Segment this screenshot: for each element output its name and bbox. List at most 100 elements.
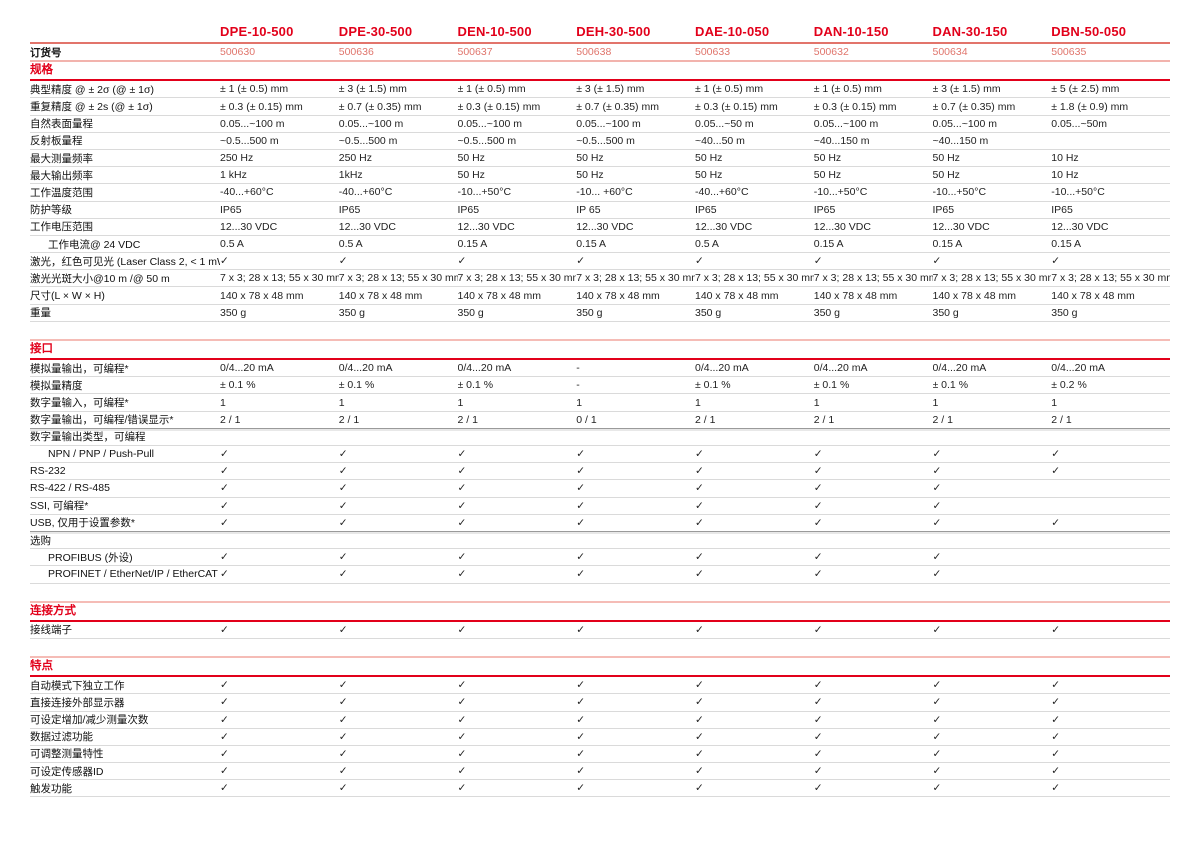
cell-value: 350 g: [576, 306, 603, 319]
cell-value: 12...30 VDC: [813, 220, 871, 233]
row-label: 直接连接外部显示器: [30, 696, 125, 709]
cell-value: 50 Hz: [695, 169, 723, 182]
check-mark: ✓: [338, 551, 348, 564]
check-mark: ✓: [457, 448, 467, 461]
cell-value: 7 x 3; 28 x 13; 55 x 30 mm: [576, 272, 695, 285]
table-row: 防护等级 IP65 IP65 IP65 IP 65 IP65 IP65 IP65 IP65: [30, 202, 1170, 219]
cell-value: 12...30 VDC: [1051, 220, 1109, 233]
row-label: 选购: [30, 534, 51, 547]
cell-value: -40...+60°C: [220, 186, 274, 199]
check-mark: ✓: [338, 782, 348, 795]
check-mark: ✓: [457, 623, 467, 636]
check-mark: ✓: [338, 696, 348, 709]
cell-value: 12...30 VDC: [338, 220, 396, 233]
check-mark: ✓: [813, 482, 823, 495]
cell-value: 0/4...20 mA: [932, 362, 987, 375]
table-row: 最大输出频率 1 kHz 1kHz 50 Hz 50 Hz 50 Hz 50 Hz 50 Hz…: [30, 167, 1170, 185]
check-mark: ✓: [338, 499, 348, 512]
cell-value: 1kHz: [338, 169, 363, 182]
check-mark: ✓: [813, 730, 823, 743]
check-mark: ✓: [813, 623, 823, 636]
cell-value: 0.15 A: [576, 238, 607, 250]
cell-value: ± 0.1 %: [932, 379, 969, 392]
cell-value: 1: [1051, 396, 1058, 409]
cell-value: 0.15 A: [457, 238, 488, 250]
check-mark: ✓: [220, 782, 229, 795]
check-mark: ✓: [457, 782, 467, 795]
check-mark: ✓: [338, 255, 348, 268]
table-row: 接线端子 ✓ ✓ ✓ ✓ ✓ ✓ ✓ ✓: [30, 622, 1170, 639]
cell-value: -10...+50°C: [457, 186, 512, 199]
check-mark: ✓: [576, 551, 586, 564]
cell-value: 2 / 1: [932, 413, 953, 426]
cell-value: -: [576, 362, 580, 375]
table-row: 模拟量输出，可编程* 0/4...20 mA 0/4...20 mA 0/4...20…: [30, 360, 1170, 378]
check-mark: ✓: [220, 551, 229, 564]
cell-value: 12...30 VDC: [220, 220, 278, 233]
cell-value: 50 Hz: [457, 152, 485, 165]
check-mark: ✓: [813, 568, 823, 581]
product-column-header: DPE-30-500: [338, 24, 413, 39]
cell-value: -: [576, 379, 580, 392]
cell-value: IP65: [813, 203, 836, 216]
cell-value: ± 0.7 (± 0.35) mm: [576, 100, 659, 113]
cell-value: 0.15 A: [813, 238, 844, 250]
table-row: RS-422 / RS-485 ✓ ✓ ✓ ✓ ✓ ✓ ✓: [30, 480, 1170, 498]
cell-value: 0.5 A: [338, 238, 363, 250]
cell-value: 2 / 1: [813, 413, 835, 426]
product-column-header: DBN-50-050: [1051, 24, 1127, 39]
section-title: 规格: [30, 62, 1170, 82]
section-title: 连接方式: [30, 603, 1170, 622]
check-mark: ✓: [813, 747, 823, 760]
check-mark: ✓: [457, 568, 467, 581]
check-mark: ✓: [695, 499, 704, 512]
cell-value: -10...+50°C: [813, 186, 868, 199]
cell-value: 1: [576, 396, 583, 409]
row-label: 可设定增加/减少测量次数: [30, 714, 149, 727]
order-number: 500633: [695, 46, 731, 58]
check-mark: ✓: [576, 730, 586, 743]
cell-value: 0.05...~100 m: [338, 117, 404, 130]
cell-value: 350 g: [813, 306, 841, 319]
cell-value: 12...30 VDC: [695, 220, 753, 233]
check-mark: ✓: [695, 551, 704, 564]
check-mark: ✓: [220, 255, 229, 268]
check-mark: ✓: [1051, 696, 1061, 709]
cell-value: 7 x 3; 28 x 13; 55 x 30 mm: [813, 272, 933, 285]
cell-value: IP65: [220, 203, 242, 216]
cell-value: 0/4...20 mA: [695, 362, 749, 375]
cell-value: 50 Hz: [813, 169, 842, 182]
check-mark: ✓: [932, 499, 942, 512]
check-mark: ✓: [932, 679, 942, 692]
order-row-label: 订货号: [30, 46, 62, 59]
row-label: 触发功能: [30, 782, 72, 795]
table-row: SSI, 可编程* ✓ ✓ ✓ ✓ ✓ ✓ ✓: [30, 498, 1170, 515]
cell-value: 1: [695, 396, 701, 409]
cell-value: 1: [813, 396, 820, 409]
row-label: 可设定传感器ID: [30, 765, 104, 778]
cell-value: IP65: [1051, 203, 1073, 216]
order-number: 500636: [338, 46, 374, 58]
cell-value: 7 x 3; 28 x 13; 55 x 30 mm: [695, 272, 814, 285]
row-label: 重复精度 @ ± 2s (@ ± 1σ): [30, 101, 153, 113]
cell-value: IP 65: [576, 203, 601, 216]
cell-value: ± 0.2 %: [1051, 379, 1087, 392]
check-mark: ✓: [695, 747, 704, 760]
table-row: USB, 仅用于设置参数* ✓ ✓ ✓ ✓ ✓ ✓ ✓ ✓: [30, 515, 1170, 532]
check-mark: ✓: [576, 782, 586, 795]
check-mark: ✓: [338, 679, 348, 692]
cell-value: 1 kHz: [220, 169, 247, 182]
cell-value: 140 x 78 x 48 mm: [576, 289, 660, 302]
cell-value: ± 0.7 (± 0.35) mm: [932, 100, 1016, 113]
check-mark: ✓: [220, 499, 229, 512]
row-label: 激光，红色可见光 (Laser Class 2, < 1 mW): [30, 255, 220, 268]
check-mark: ✓: [576, 713, 586, 726]
table-row: 重量 350 g 350 g 350 g 350 g 350 g 350 g 350 g 350…: [30, 305, 1170, 322]
cell-value: 140 x 78 x 48 mm: [695, 289, 779, 302]
cell-value: ± 0.1 %: [457, 379, 494, 392]
table-row: 数字量输出，可编程/错误显示* 2 / 1 2 / 1 2 / 1 0 / 1 2 / 1…: [30, 412, 1170, 429]
cell-value: 50 Hz: [813, 152, 842, 165]
check-mark: ✓: [457, 499, 467, 512]
cell-value: IP65: [695, 203, 717, 216]
check-mark: ✓: [695, 782, 704, 795]
